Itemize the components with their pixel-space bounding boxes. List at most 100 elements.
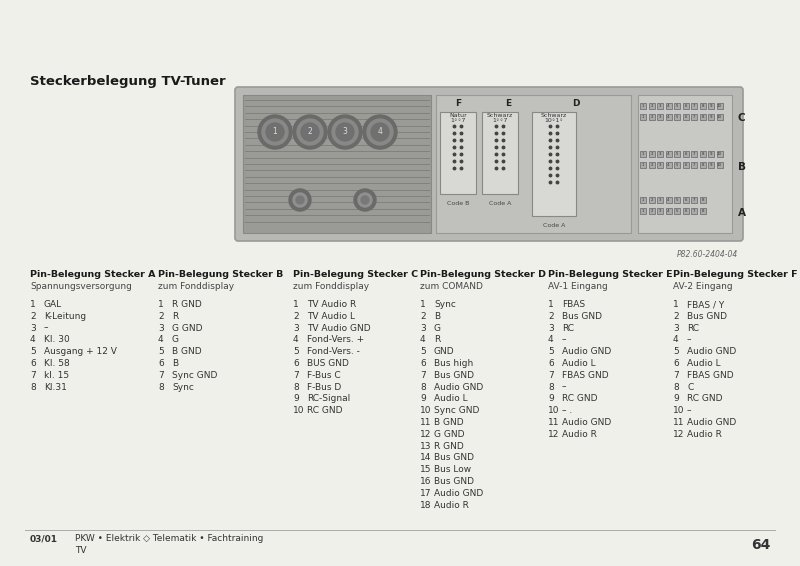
Text: 5: 5	[676, 198, 678, 202]
Text: 12: 12	[548, 430, 559, 439]
Circle shape	[328, 115, 362, 149]
Bar	[666, 208, 671, 214]
Text: 5: 5	[158, 347, 164, 356]
Text: 7: 7	[693, 152, 695, 156]
Text: B GND: B GND	[172, 347, 202, 356]
Text: R: R	[434, 336, 440, 344]
Bar	[666, 151, 671, 157]
Text: Code A: Code A	[543, 223, 565, 228]
Text: 10: 10	[717, 163, 722, 167]
Text: 9: 9	[710, 104, 712, 108]
Text: Audio R: Audio R	[434, 500, 469, 509]
Text: 4: 4	[30, 336, 36, 344]
Text: Audio GND: Audio GND	[687, 418, 736, 427]
Text: Kl.31: Kl.31	[44, 383, 67, 392]
Text: R: R	[172, 312, 178, 321]
Text: 6: 6	[673, 359, 678, 368]
Text: 9: 9	[710, 163, 712, 167]
Circle shape	[332, 119, 358, 145]
Text: RC: RC	[687, 324, 699, 333]
Circle shape	[363, 115, 397, 149]
Text: 8: 8	[702, 198, 704, 202]
Text: F-Bus C: F-Bus C	[307, 371, 341, 380]
Text: 7: 7	[693, 163, 695, 167]
Bar	[682, 162, 689, 168]
Text: 9: 9	[673, 395, 678, 404]
Text: 2: 2	[308, 127, 312, 136]
Text: 4: 4	[378, 127, 382, 136]
Text: 9: 9	[420, 395, 426, 404]
Text: 4: 4	[673, 336, 678, 344]
Text: 1: 1	[673, 300, 678, 309]
Bar	[708, 151, 714, 157]
Text: 2: 2	[650, 152, 653, 156]
Text: 10: 10	[717, 115, 722, 119]
Text: 6: 6	[684, 152, 686, 156]
Text: 15: 15	[420, 465, 431, 474]
Bar	[649, 103, 654, 109]
Text: –: –	[44, 324, 49, 333]
Text: 2: 2	[650, 209, 653, 213]
Bar	[674, 103, 680, 109]
Bar	[657, 151, 663, 157]
Text: 1: 1	[30, 300, 36, 309]
Circle shape	[289, 189, 311, 211]
Text: kl. 15: kl. 15	[44, 371, 69, 380]
Text: 8: 8	[30, 383, 36, 392]
Text: Audio GND: Audio GND	[562, 347, 611, 356]
Text: 3: 3	[548, 324, 554, 333]
Text: AV-1 Eingang: AV-1 Eingang	[548, 282, 608, 291]
Bar	[699, 208, 706, 214]
Text: Bus high: Bus high	[434, 359, 474, 368]
Text: Audio L: Audio L	[687, 359, 721, 368]
Bar	[532, 112, 576, 216]
Bar	[440, 112, 476, 194]
Text: zum Fonddisplay: zum Fonddisplay	[158, 282, 234, 291]
Bar	[717, 162, 722, 168]
Text: 7: 7	[30, 371, 36, 380]
Text: Pin-Belegung Stecker F: Pin-Belegung Stecker F	[673, 270, 798, 279]
Bar	[649, 151, 654, 157]
Text: 7: 7	[293, 371, 298, 380]
Text: 4: 4	[158, 336, 164, 344]
Bar	[682, 114, 689, 120]
Text: B: B	[172, 359, 178, 368]
Circle shape	[371, 123, 389, 141]
Text: 3: 3	[158, 324, 164, 333]
Text: Audio R: Audio R	[687, 430, 722, 439]
Bar	[666, 197, 671, 203]
Text: 7: 7	[420, 371, 426, 380]
Bar	[699, 162, 706, 168]
Text: 5: 5	[420, 347, 426, 356]
Text: 7: 7	[693, 198, 695, 202]
Bar	[649, 197, 654, 203]
Text: 4: 4	[667, 115, 670, 119]
Text: 3: 3	[342, 127, 347, 136]
Text: A: A	[738, 208, 746, 218]
Text: zum COMAND: zum COMAND	[420, 282, 483, 291]
Text: 8: 8	[673, 383, 678, 392]
Text: Sync: Sync	[434, 300, 456, 309]
Text: Kl. 30: Kl. 30	[44, 336, 70, 344]
Bar	[708, 162, 714, 168]
Text: 5: 5	[30, 347, 36, 356]
Bar	[640, 208, 646, 214]
Text: 1: 1	[158, 300, 164, 309]
Bar	[640, 103, 646, 109]
Text: 7: 7	[548, 371, 554, 380]
Text: FBAS / Y: FBAS / Y	[687, 300, 724, 309]
Bar	[674, 208, 680, 214]
Bar	[482, 112, 518, 194]
Bar	[640, 197, 646, 203]
Bar	[682, 208, 689, 214]
Text: G: G	[434, 324, 441, 333]
Bar	[691, 114, 697, 120]
Text: 14: 14	[420, 453, 431, 462]
Text: –: –	[687, 336, 691, 344]
Text: 6: 6	[684, 104, 686, 108]
Text: – .: – .	[562, 406, 572, 415]
Text: C: C	[687, 383, 694, 392]
Bar	[691, 103, 697, 109]
Text: 3: 3	[658, 163, 662, 167]
Text: 3: 3	[658, 198, 662, 202]
